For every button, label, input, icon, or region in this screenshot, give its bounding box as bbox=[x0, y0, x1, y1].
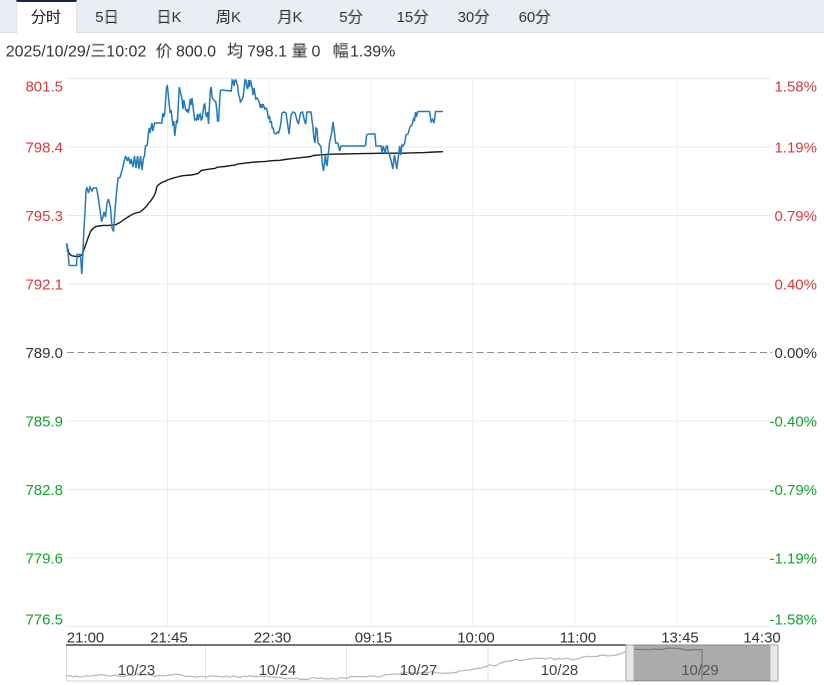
svg-text:10/23: 10/23 bbox=[118, 662, 156, 679]
svg-text:-0.79%: -0.79% bbox=[769, 482, 817, 499]
svg-text:K: K bbox=[231, 9, 241, 26]
svg-text:782.8: 782.8 bbox=[25, 482, 63, 499]
svg-text:776.5: 776.5 bbox=[25, 611, 63, 628]
svg-text:0.79%: 0.79% bbox=[774, 208, 817, 225]
svg-text:-1.58%: -1.58% bbox=[769, 611, 817, 628]
svg-text:10/24: 10/24 bbox=[259, 662, 297, 679]
svg-text:1.39%: 1.39% bbox=[350, 43, 395, 60]
svg-text:K: K bbox=[293, 9, 303, 26]
svg-text:09:15: 09:15 bbox=[355, 630, 393, 647]
svg-text:10/27: 10/27 bbox=[400, 662, 438, 679]
svg-text:789.0: 789.0 bbox=[25, 345, 63, 362]
svg-text:11:00: 11:00 bbox=[560, 630, 596, 647]
svg-text:5: 5 bbox=[95, 9, 103, 26]
svg-text:1.58%: 1.58% bbox=[774, 78, 817, 95]
svg-text:0.40%: 0.40% bbox=[774, 276, 817, 293]
svg-text:795.3: 795.3 bbox=[25, 208, 63, 225]
svg-text:801.5: 801.5 bbox=[25, 78, 63, 95]
svg-text:798.4: 798.4 bbox=[25, 139, 63, 156]
svg-text:K: K bbox=[172, 9, 182, 26]
svg-text:14:30: 14:30 bbox=[743, 630, 781, 647]
svg-text:10/29: 10/29 bbox=[681, 662, 719, 679]
svg-text:30: 30 bbox=[458, 9, 475, 26]
svg-text:-1.19%: -1.19% bbox=[769, 550, 817, 567]
svg-text:1.19%: 1.19% bbox=[774, 139, 817, 156]
svg-text:792.1: 792.1 bbox=[25, 276, 63, 293]
svg-text:-0.40%: -0.40% bbox=[769, 413, 817, 430]
svg-text:60: 60 bbox=[519, 9, 536, 26]
svg-text:10:02: 10:02 bbox=[106, 43, 146, 60]
svg-text:10:00: 10:00 bbox=[457, 630, 495, 647]
svg-text:0.00%: 0.00% bbox=[774, 345, 817, 362]
svg-text:21:45: 21:45 bbox=[150, 630, 188, 647]
svg-text:785.9: 785.9 bbox=[25, 413, 63, 430]
svg-text:2025/10/29/: 2025/10/29/ bbox=[6, 43, 91, 60]
svg-text:15: 15 bbox=[397, 9, 414, 26]
svg-text:798.1: 798.1 bbox=[247, 43, 287, 60]
svg-text:21:00: 21:00 bbox=[67, 630, 105, 647]
svg-text:0: 0 bbox=[312, 43, 321, 60]
svg-text:13:45: 13:45 bbox=[661, 630, 699, 647]
svg-text:22:30: 22:30 bbox=[254, 630, 292, 647]
svg-text:5: 5 bbox=[339, 9, 347, 26]
svg-text:800.0: 800.0 bbox=[176, 43, 216, 60]
svg-text:10/28: 10/28 bbox=[541, 662, 579, 679]
svg-text:779.6: 779.6 bbox=[25, 550, 63, 567]
